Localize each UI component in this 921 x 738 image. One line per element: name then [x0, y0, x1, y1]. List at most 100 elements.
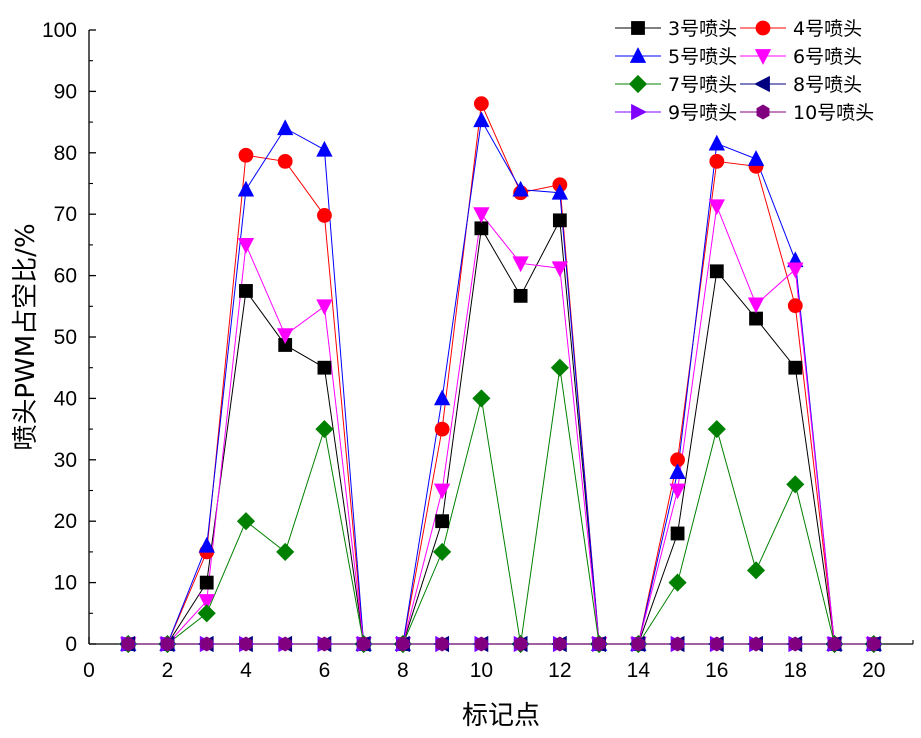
data-point	[592, 636, 606, 652]
x-tick-label: 2	[162, 659, 174, 682]
legend-label: 4号喷头	[793, 18, 862, 40]
y-tick-label: 70	[54, 203, 77, 226]
data-point	[747, 297, 765, 314]
x-tick-label: 18	[784, 659, 807, 682]
data-point	[473, 96, 489, 112]
data-point	[474, 221, 489, 236]
series-5-markers	[119, 358, 883, 654]
series-3-markers	[120, 111, 882, 651]
legend-item: 4号喷头	[740, 18, 862, 40]
legend-marker	[755, 20, 771, 36]
data-point	[671, 636, 685, 652]
legend-marker	[754, 49, 772, 65]
x-tick-label: 4	[240, 659, 252, 682]
data-point	[239, 284, 253, 298]
legend-label: 8号喷头	[793, 74, 862, 96]
data-point	[237, 237, 255, 254]
y-tick-label: 60	[54, 265, 77, 288]
data-point	[788, 360, 803, 375]
x-tick-label: 0	[83, 659, 95, 682]
data-point	[552, 213, 567, 228]
y-axis-title: 喷头PWM占空比/%	[11, 223, 41, 450]
legend-marker	[631, 21, 645, 35]
data-point	[707, 420, 726, 439]
data-point	[512, 256, 529, 273]
series-layer	[119, 96, 883, 654]
legend-marker	[628, 74, 648, 94]
y-tick-label: 20	[54, 510, 77, 533]
data-point	[746, 561, 766, 580]
legend-item: 5号喷头	[615, 46, 737, 68]
legend-label: 10号喷头	[793, 102, 874, 124]
data-point	[317, 360, 332, 375]
data-point	[747, 150, 765, 166]
data-point	[669, 463, 686, 479]
data-point	[277, 153, 293, 169]
legend: 3号喷头 4号喷头 5号喷头 6号喷头 7号喷头 8号喷头 9号喷头 10号喷头	[615, 18, 874, 124]
data-point	[749, 636, 763, 652]
x-tick-label: 14	[627, 659, 651, 682]
data-point	[749, 311, 763, 326]
y-tick-label: 40	[54, 387, 77, 410]
data-point	[828, 636, 841, 652]
data-point	[433, 389, 451, 406]
series-2	[128, 101, 874, 645]
series-3	[128, 118, 874, 645]
data-point	[631, 636, 645, 652]
x-tick-label: 6	[319, 659, 331, 682]
data-point	[708, 199, 725, 216]
y-tick-label: 0	[65, 633, 77, 656]
y-tick-label: 90	[54, 80, 77, 103]
data-point	[198, 594, 215, 610]
series-line	[128, 101, 874, 645]
data-point	[787, 298, 803, 314]
data-point	[161, 636, 174, 652]
data-point	[434, 421, 450, 437]
data-point	[317, 636, 331, 652]
data-point	[786, 475, 805, 494]
data-point	[435, 514, 450, 529]
data-point	[121, 636, 135, 652]
data-point	[197, 604, 216, 623]
data-point	[550, 358, 569, 377]
data-point	[551, 183, 569, 200]
data-point	[710, 636, 724, 652]
data-point	[474, 636, 488, 652]
data-point	[513, 288, 528, 303]
data-point	[473, 207, 490, 224]
series-1-markers	[121, 213, 881, 651]
data-point	[473, 111, 490, 128]
y-tick-label: 50	[54, 326, 77, 349]
legend-label: 6号喷头	[793, 46, 862, 68]
data-point	[514, 636, 528, 652]
x-tick-label: 16	[705, 659, 728, 682]
x-tick-label: 20	[862, 659, 885, 682]
x-tick-label: 12	[548, 659, 571, 682]
data-point	[200, 636, 214, 652]
legend-item: 8号喷头	[740, 74, 862, 96]
data-point	[670, 526, 685, 541]
data-point	[669, 483, 686, 500]
y-tick-label: 80	[54, 142, 77, 165]
series-8-markers	[121, 636, 881, 652]
data-point	[435, 636, 449, 652]
legend-label: 3号喷头	[668, 18, 737, 40]
legend-label: 9号喷头	[668, 102, 737, 124]
legend-item: 6号喷头	[740, 46, 862, 68]
data-point	[199, 575, 214, 590]
legend-marker	[754, 75, 770, 93]
data-point	[668, 573, 687, 592]
series-1	[128, 218, 874, 645]
legend-item: 9号喷头	[615, 102, 737, 124]
data-point	[236, 512, 256, 531]
x-tick-label: 8	[397, 659, 409, 682]
data-point	[316, 140, 333, 157]
x-axis-title: 标记点	[462, 701, 540, 731]
data-point	[357, 636, 371, 652]
data-point	[238, 147, 254, 163]
series-line	[128, 367, 874, 645]
data-point	[708, 134, 725, 151]
data-point	[316, 299, 333, 316]
data-point	[709, 264, 724, 279]
y-tick-label: 100	[42, 19, 77, 42]
